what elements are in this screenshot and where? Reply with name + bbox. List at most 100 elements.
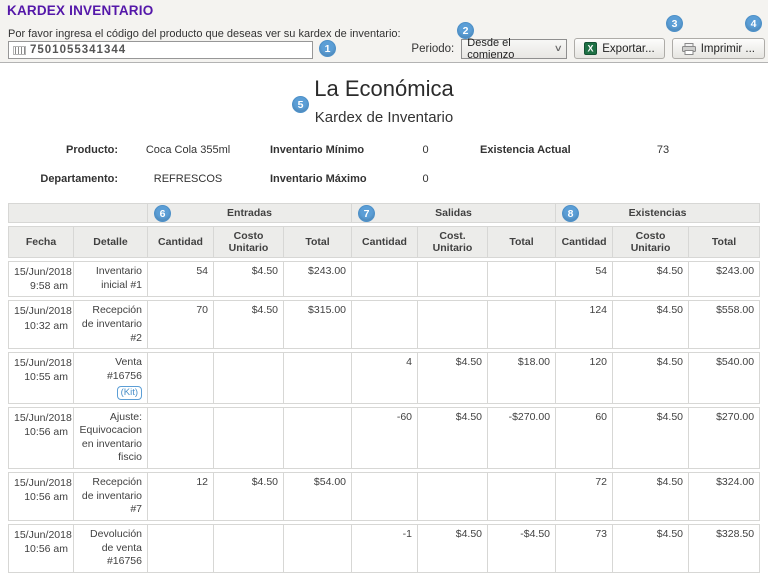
cell-existencias-costo: $4.50	[613, 406, 690, 470]
cell-existencias-costo: $4.50	[613, 300, 690, 350]
cell-existencias-costo: $4.50	[613, 261, 690, 298]
product-info: Producto: Coca Cola 355ml Inventario Mín…	[8, 144, 768, 185]
product-code-input[interactable]: 7501055341344	[8, 41, 313, 59]
cell-entradas-cantidad	[148, 352, 214, 404]
cell-entradas-costo	[214, 406, 284, 470]
cell-salidas-cantidad	[352, 261, 419, 298]
cell-salidas-costo: $4.50	[418, 406, 489, 470]
col-salidas-costo: Cost. Unitario	[418, 226, 489, 258]
cell-entradas-costo: $4.50	[214, 300, 284, 350]
cell-existencias-total: $243.00	[689, 261, 761, 298]
annotation-badge-2: 2	[457, 22, 474, 39]
cell-entradas-total: $243.00	[284, 261, 353, 298]
cell-detalle: Venta #16756 (Kit)	[74, 352, 148, 404]
table-column-header-row: Fecha Detalle Cantidad Costo Unitario To…	[8, 226, 761, 258]
departamento-value: REFRESCOS	[153, 173, 223, 185]
group-existencias: 8 Existencias	[556, 203, 761, 223]
col-entradas-total: Total	[284, 226, 353, 258]
cell-existencias-cantidad: 54	[556, 261, 614, 298]
producto-label: Producto:	[66, 144, 118, 156]
company-name: La Económica	[314, 76, 454, 101]
group-existencias-label: Existencias	[628, 207, 687, 219]
cell-fecha: 15/Jun/2018 10:32 am	[8, 300, 74, 350]
table-row: 15/Jun/2018 10:56 am Ajuste: Equivocacion…	[8, 406, 761, 470]
cell-salidas-cantidad: -60	[352, 406, 419, 470]
cell-existencias-total: $540.00	[689, 352, 761, 404]
cell-detalle: Devolución de venta #16756	[74, 524, 148, 573]
col-entradas-cantidad: Cantidad	[148, 226, 214, 258]
export-button[interactable]: X Exportar...	[574, 38, 665, 59]
cell-entradas-cantidad: 70	[148, 300, 214, 350]
cell-entradas-cantidad	[148, 406, 214, 470]
periodo-select[interactable]: Desde el comienzo ∨	[461, 36, 568, 61]
cell-salidas-total: -$270.00	[488, 406, 557, 470]
cell-existencias-cantidad: 120	[556, 352, 614, 404]
cell-salidas-cantidad	[352, 472, 419, 522]
cell-fecha: 15/Jun/2018 9:58 am	[8, 261, 74, 298]
cell-salidas-costo	[418, 300, 489, 350]
cell-existencias-total: $328.50	[689, 524, 761, 573]
annotation-badge-5: 5	[292, 96, 309, 113]
departamento-label: Departamento:	[40, 173, 118, 185]
group-entradas-label: Entradas	[227, 207, 272, 219]
group-entradas: 6 Entradas	[148, 203, 353, 223]
instruction-text: Por favor ingresa el código del producto…	[8, 28, 401, 40]
cell-fecha: 15/Jun/2018 10:56 am	[8, 472, 74, 522]
cell-existencias-cantidad: 124	[556, 300, 614, 350]
printer-icon	[681, 42, 696, 55]
table-row: 15/Jun/2018 10:56 am Devolución de venta …	[8, 524, 761, 573]
cell-entradas-cantidad: 54	[148, 261, 214, 298]
periodo-label: Periodo:	[411, 42, 455, 55]
existencia-actual-value: 73	[656, 144, 670, 156]
cell-detalle: Ajuste: Equivocacion en inventario fisci…	[74, 406, 148, 470]
annotation-badge-3: 3	[666, 15, 683, 32]
cell-existencias-cantidad: 72	[556, 472, 614, 522]
table-row: 15/Jun/2018 10:56 am Recepción de inventa…	[8, 472, 761, 522]
product-code-value: 7501055341344	[30, 44, 127, 56]
table-row: 15/Jun/2018 10:55 am Venta #16756 (Kit) 4 …	[8, 352, 761, 404]
col-entradas-costo: Costo Unitario	[214, 226, 284, 258]
cell-salidas-cantidad: -1	[352, 524, 419, 573]
cell-salidas-costo	[418, 261, 489, 298]
group-blank	[8, 203, 148, 223]
cell-salidas-total: $18.00	[488, 352, 557, 404]
cell-detalle: Inventario inicial #1	[74, 261, 148, 298]
cell-existencias-cantidad: 73	[556, 524, 614, 573]
cell-salidas-total	[488, 300, 557, 350]
report-panel: La Económica Kardex de Inventario 5 Prod…	[0, 63, 768, 583]
annotation-badge-7: 7	[358, 205, 376, 222]
excel-icon: X	[584, 42, 598, 55]
cell-salidas-total: -$4.50	[488, 524, 557, 573]
cell-entradas-cantidad	[148, 524, 214, 573]
cell-salidas-total	[488, 472, 557, 522]
report-subtitle: Kardex de Inventario	[314, 109, 454, 126]
table-row: 15/Jun/2018 9:58 am Inventario inicial #1…	[8, 261, 761, 298]
toolbar-panel: KARDEX INVENTARIO Por favor ingresa el c…	[0, 0, 768, 63]
annotation-badge-1: 1	[319, 40, 336, 57]
export-button-label: Exportar...	[602, 42, 655, 55]
col-existencias-cantidad: Cantidad	[556, 226, 614, 258]
cell-existencias-cantidad: 60	[556, 406, 614, 470]
print-button[interactable]: Imprimir ...	[671, 38, 765, 59]
cell-entradas-total	[284, 352, 353, 404]
cell-entradas-total: $315.00	[284, 300, 353, 350]
inventario-minimo-value: 0	[422, 144, 429, 156]
cell-salidas-total	[488, 261, 557, 298]
cell-entradas-total: $54.00	[284, 472, 353, 522]
cell-fecha: 15/Jun/2018 10:56 am	[8, 524, 74, 573]
table-row: 15/Jun/2018 10:32 am Recepción de inventa…	[8, 300, 761, 350]
inventario-maximo-value: 0	[422, 173, 429, 185]
table-group-header-row: 6 Entradas 7 Salidas 8 Existencias	[8, 203, 761, 223]
cell-existencias-costo: $4.50	[613, 524, 690, 573]
barcode-icon	[13, 45, 26, 55]
cell-entradas-cantidad: 12	[148, 472, 214, 522]
cell-salidas-costo: $4.50	[418, 352, 489, 404]
cell-salidas-costo: $4.50	[418, 524, 489, 573]
periodo-selected-value: Desde el comienzo	[467, 36, 515, 61]
chevron-down-icon: ∨	[553, 43, 563, 53]
cell-existencias-total: $558.00	[689, 300, 761, 350]
kit-badge: (Kit)	[116, 385, 142, 400]
cell-fecha: 15/Jun/2018 10:56 am	[8, 406, 74, 470]
producto-value: Coca Cola 355ml	[145, 144, 231, 156]
annotation-badge-4: 4	[745, 15, 762, 32]
